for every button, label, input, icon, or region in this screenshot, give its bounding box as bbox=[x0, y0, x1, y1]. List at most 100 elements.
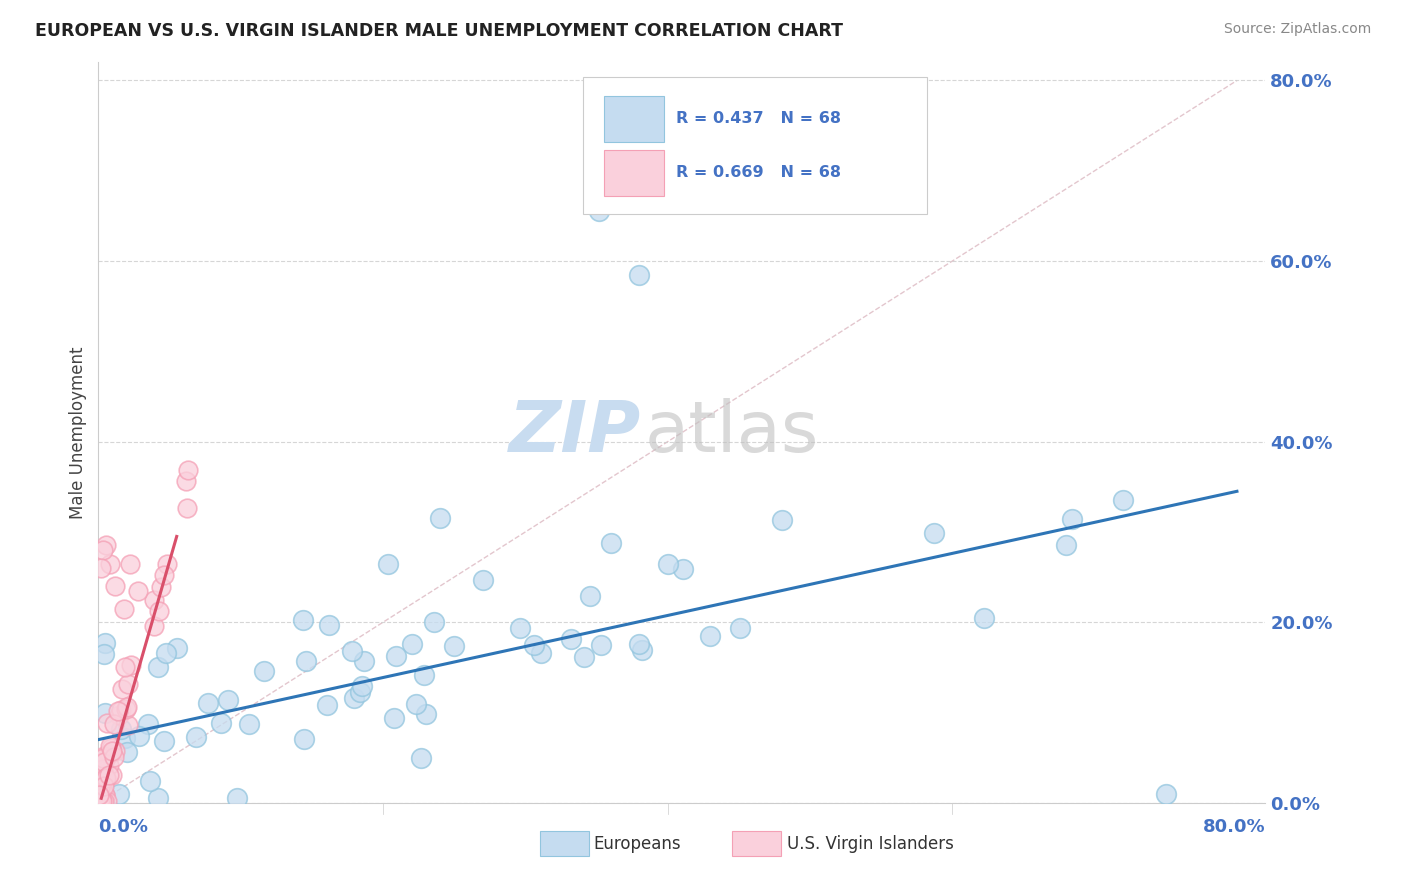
Point bbox=[90, 783, 112, 797]
Text: ZIP: ZIP bbox=[509, 398, 641, 467]
Point bbox=[89, 780, 111, 795]
Point bbox=[177, 463, 200, 477]
Point bbox=[90, 561, 112, 575]
Point bbox=[89, 763, 111, 777]
Point bbox=[90, 794, 112, 808]
Point bbox=[128, 729, 150, 743]
Point bbox=[94, 788, 117, 802]
Point bbox=[93, 755, 115, 769]
Point bbox=[146, 660, 169, 674]
Point bbox=[117, 677, 139, 691]
Point bbox=[176, 501, 198, 516]
Point bbox=[184, 730, 207, 744]
Point bbox=[103, 749, 125, 764]
Point bbox=[114, 731, 136, 746]
Point bbox=[127, 583, 149, 598]
Point bbox=[973, 611, 995, 625]
Point bbox=[90, 794, 112, 808]
Point bbox=[94, 636, 117, 650]
Point bbox=[588, 204, 610, 219]
Text: R = 0.437   N = 68: R = 0.437 N = 68 bbox=[676, 112, 841, 126]
Point bbox=[770, 513, 793, 527]
Point bbox=[115, 700, 138, 714]
Point bbox=[118, 557, 141, 571]
Point bbox=[530, 646, 553, 660]
Point bbox=[349, 685, 371, 699]
Point bbox=[96, 771, 118, 785]
Point bbox=[111, 682, 134, 697]
Point bbox=[89, 794, 111, 808]
Point bbox=[728, 621, 751, 635]
Point bbox=[1112, 493, 1135, 508]
Point bbox=[589, 638, 612, 652]
Point bbox=[560, 632, 582, 647]
Point bbox=[100, 739, 122, 753]
Point bbox=[343, 690, 366, 705]
Point bbox=[146, 791, 169, 805]
Point bbox=[91, 762, 114, 776]
Point bbox=[252, 664, 274, 678]
Point bbox=[226, 791, 249, 805]
Text: 0.0%: 0.0% bbox=[98, 819, 149, 837]
Point bbox=[657, 557, 679, 571]
FancyBboxPatch shape bbox=[603, 150, 665, 195]
Point bbox=[377, 558, 399, 572]
Point bbox=[217, 692, 239, 706]
Point bbox=[103, 717, 125, 731]
Point bbox=[353, 654, 375, 668]
Point bbox=[352, 679, 374, 693]
Point bbox=[672, 562, 695, 576]
Point bbox=[93, 779, 115, 793]
FancyBboxPatch shape bbox=[582, 78, 927, 214]
Point bbox=[93, 788, 115, 802]
Point bbox=[90, 794, 112, 808]
FancyBboxPatch shape bbox=[733, 831, 782, 856]
Point bbox=[415, 706, 437, 721]
Point bbox=[97, 768, 120, 782]
Point bbox=[699, 629, 721, 643]
Point bbox=[1154, 787, 1177, 801]
Point bbox=[93, 794, 115, 808]
Point bbox=[631, 643, 654, 657]
Point bbox=[382, 711, 405, 725]
Point bbox=[100, 741, 122, 756]
Point bbox=[112, 601, 135, 615]
Text: Source: ZipAtlas.com: Source: ZipAtlas.com bbox=[1223, 22, 1371, 37]
Point bbox=[922, 526, 945, 541]
Point bbox=[139, 773, 162, 788]
Point bbox=[472, 573, 495, 587]
Point bbox=[101, 743, 124, 757]
Point bbox=[89, 770, 111, 784]
Point bbox=[91, 543, 114, 558]
Text: atlas: atlas bbox=[644, 398, 818, 467]
Point bbox=[110, 723, 132, 737]
Point bbox=[89, 786, 111, 800]
Point bbox=[96, 715, 118, 730]
Point bbox=[143, 619, 166, 633]
Point bbox=[98, 557, 121, 571]
Point bbox=[509, 621, 531, 635]
FancyBboxPatch shape bbox=[540, 831, 589, 856]
Point bbox=[599, 535, 621, 549]
Y-axis label: Male Unemployment: Male Unemployment bbox=[69, 346, 87, 519]
Point bbox=[155, 646, 177, 660]
Point bbox=[209, 716, 232, 731]
Point bbox=[318, 618, 340, 632]
Point bbox=[153, 733, 176, 747]
Point bbox=[401, 637, 423, 651]
Point bbox=[409, 750, 432, 764]
Point bbox=[89, 794, 111, 808]
Point bbox=[174, 474, 197, 488]
Text: Europeans: Europeans bbox=[593, 835, 681, 853]
Point bbox=[117, 745, 139, 759]
FancyBboxPatch shape bbox=[603, 95, 665, 142]
Point bbox=[107, 708, 129, 723]
Point bbox=[136, 716, 159, 731]
Text: 80.0%: 80.0% bbox=[1202, 819, 1265, 837]
Point bbox=[114, 659, 136, 673]
Point bbox=[98, 747, 121, 762]
Point bbox=[572, 650, 595, 665]
Point bbox=[443, 639, 465, 653]
Point bbox=[340, 643, 363, 657]
Point bbox=[316, 698, 339, 712]
